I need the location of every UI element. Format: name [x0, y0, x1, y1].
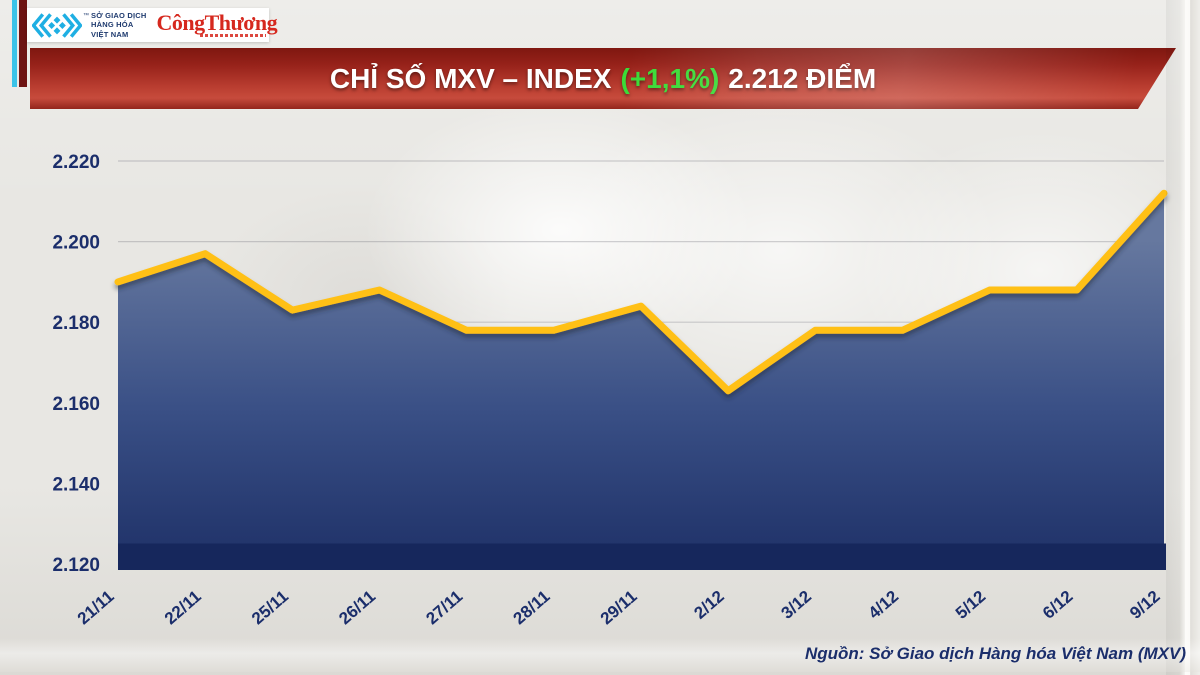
y-tick-label: 2.180 [52, 313, 100, 334]
area-fill [118, 193, 1164, 560]
y-tick-label: 2.220 [52, 152, 100, 173]
mxv-chevron-icon [32, 12, 82, 38]
mxv-logo: ™ SỞ GIAO DỊCH HÀNG HÓA VIỆT NAM [32, 11, 146, 39]
congthuong-tagline [200, 34, 267, 38]
banner-title-change: (+1,1%) [620, 62, 720, 94]
banner-title-prefix: CHỈ SỐ MXV – INDEX [329, 62, 612, 94]
index-line [114, 189, 1168, 395]
left-accent-stripe-cyan [12, 0, 17, 87]
x-tick-label: 21/11 [74, 587, 118, 629]
left-accent-stripe-red [19, 0, 27, 87]
x-tick-label: 26/11 [335, 587, 379, 629]
mxv-logo-text-line2: HÀNG HÓA [91, 20, 134, 30]
x-tick-label: 29/11 [597, 587, 641, 629]
x-tick-label: 4/12 [865, 587, 902, 623]
y-tick-label: 2.120 [52, 555, 100, 576]
x-tick-label: 25/11 [248, 587, 292, 629]
title-banner: CHỈ SỐ MXV – INDEX (+1,1%) 2.212 ĐIỂM [30, 48, 1176, 109]
x-axis-bar [118, 543, 1166, 570]
x-tick-label: 27/11 [422, 587, 466, 629]
y-tick-label: 2.160 [52, 394, 100, 415]
y-tick-label: 2.200 [52, 233, 100, 254]
mxv-logo-text-line1: SỞ GIAO DỊCH [91, 10, 147, 20]
congthuong-logo-text: CôngThương [156, 9, 278, 35]
x-tick-label: 6/12 [1039, 587, 1076, 623]
x-tick-label: 22/11 [161, 587, 205, 629]
mxv-logo-text: SỞ GIAO DỊCH HÀNG HÓA VIỆT NAM [91, 11, 146, 39]
x-tick-label: 5/12 [952, 587, 989, 623]
banner-title-points: 2.212 ĐIỂM [728, 62, 877, 94]
y-tick-label: 2.140 [52, 474, 100, 495]
header-logo-card: ™ SỞ GIAO DỊCH HÀNG HÓA VIỆT NAM CôngThư… [27, 8, 278, 42]
x-tick-label: 28/11 [510, 587, 554, 629]
trademark-symbol: ™ [83, 12, 89, 19]
source-caption: Nguồn: Sở Giao dịch Hàng hóa Việt Nam (M… [804, 644, 1186, 663]
congthuong-logo: CôngThương [156, 9, 278, 38]
x-tick-label: 2/12 [690, 587, 727, 623]
x-tick-label: 3/12 [778, 587, 815, 623]
x-tick-label: 9/12 [1126, 587, 1163, 623]
mxv-logo-text-line3: VIỆT NAM [91, 29, 129, 39]
